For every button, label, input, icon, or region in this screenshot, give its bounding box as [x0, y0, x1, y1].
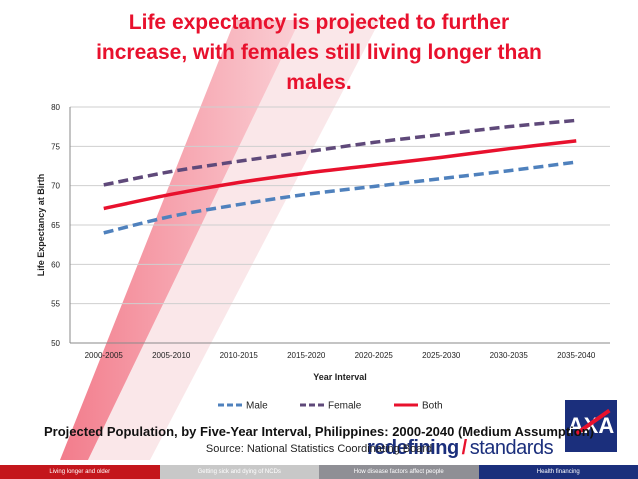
series-line-female — [103, 118, 577, 187]
footer-tab[interactable]: Health financing — [478, 465, 638, 479]
footer-tab-bar: Living longer and older Getting sick and… — [0, 465, 638, 479]
y-tick-label: 50 — [51, 339, 60, 348]
brand-tagline: redefining / standards — [367, 437, 554, 460]
brand-part-2: standards — [469, 437, 554, 459]
series-line-male — [103, 160, 577, 235]
source-note: Source: National Statistics Coordinating… — [205, 443, 433, 455]
x-tick-label: 2020-2025 — [355, 351, 394, 360]
y-tick-label: 70 — [51, 182, 60, 191]
legend-label: Male — [246, 401, 268, 412]
y-axis-title: Life Expectancy at Birth — [36, 174, 46, 277]
legend-label: Female — [328, 401, 362, 412]
x-tick-label: 2005-2010 — [152, 351, 191, 360]
series-line-both — [103, 139, 577, 211]
x-axis-title: Year Interval — [313, 372, 367, 382]
x-tick-label: 2000-2005 — [85, 351, 124, 360]
y-tick-label: 75 — [51, 142, 60, 151]
slash-mark: / — [461, 437, 468, 459]
title-line: increase, with females still living long… — [96, 41, 542, 64]
title-line: Life expectancy is projected to further — [128, 11, 510, 34]
decor-ribbon — [88, 20, 380, 460]
footer-tab[interactable]: Living longer and older — [0, 465, 160, 479]
x-tick-label: 2010-2015 — [220, 351, 259, 360]
legend-label: Both — [422, 401, 443, 412]
brand-part-1: redefining — [367, 437, 459, 459]
chart-title: Life expectancy is projected to further … — [0, 8, 638, 98]
x-tick-label: 2015-2020 — [287, 351, 326, 360]
x-tick-label: 2035-2040 — [557, 351, 596, 360]
footer-tab[interactable]: How disease factors affect people — [319, 465, 479, 479]
y-tick-label: 65 — [51, 221, 60, 230]
title-line: males. — [286, 71, 352, 94]
x-tick-label: 2025-2030 — [422, 351, 461, 360]
y-tick-label: 60 — [51, 260, 60, 269]
figure-caption: Projected Population, by Five-Year Inter… — [44, 424, 594, 439]
y-tick-label: 55 — [51, 300, 60, 309]
decor-ribbon — [60, 20, 300, 460]
axa-logo: AXA — [565, 400, 617, 452]
x-tick-label: 2030-2035 — [490, 351, 529, 360]
footer-tab[interactable]: Getting sick and dying of NCDs — [159, 465, 319, 479]
y-tick-label: 80 — [51, 103, 60, 112]
